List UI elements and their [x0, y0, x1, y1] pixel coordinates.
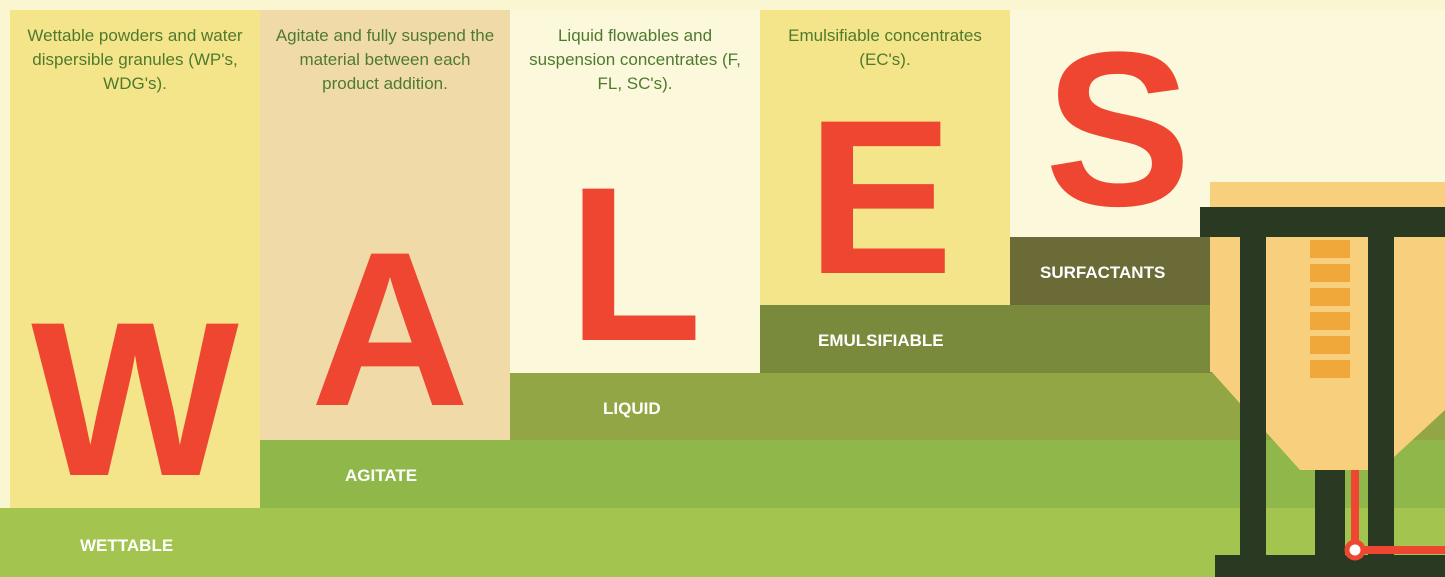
wales-diagram: W A L E S WETTABLE AGITATE LIQUID EMULSI… — [0, 0, 1445, 577]
column-description: Agitate and fully suspend the material b… — [260, 24, 510, 96]
letter: E — [807, 74, 954, 320]
letter: W — [31, 276, 239, 522]
letter: S — [1045, 6, 1192, 252]
column-description: Emulsifiable concentrates (EC's). — [760, 24, 1010, 72]
step-label: SURFACTANTS — [1040, 263, 1165, 282]
step-label: LIQUID — [603, 399, 661, 418]
step-label: WETTABLE — [80, 536, 173, 555]
letter: L — [568, 141, 702, 387]
column-description: Wettable powders and water dispersible g… — [10, 24, 260, 96]
step-label: AGITATE — [345, 466, 417, 485]
step-label: EMULSIFIABLE — [818, 331, 944, 350]
column-description: Liquid flowables and suspension concentr… — [510, 24, 760, 96]
letter: A — [311, 206, 470, 452]
